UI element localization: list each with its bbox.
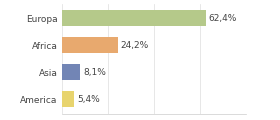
Text: 5,4%: 5,4% [77,95,100,104]
Bar [62,10,206,27]
Bar [62,37,118,53]
Text: 8,1%: 8,1% [83,68,106,77]
Text: 24,2%: 24,2% [120,41,148,50]
Bar [62,64,80,80]
Text: 62,4%: 62,4% [209,14,237,23]
Bar [62,91,74,107]
